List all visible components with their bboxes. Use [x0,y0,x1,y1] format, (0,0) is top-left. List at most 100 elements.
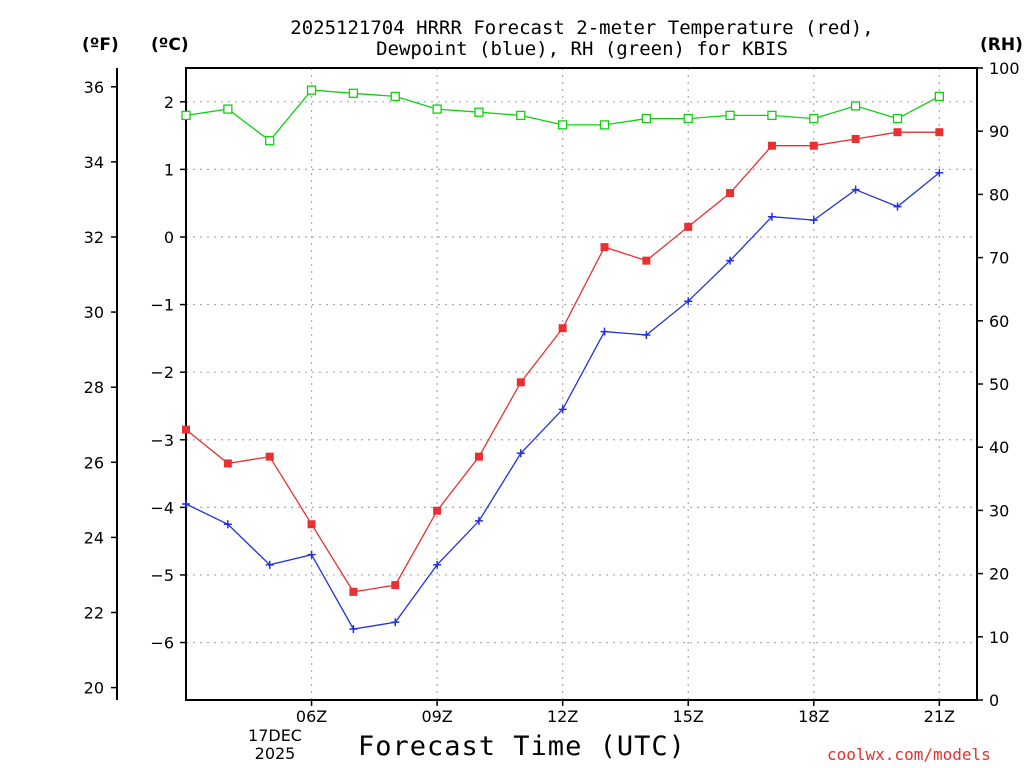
rh-unit-label: (RH) [980,35,1023,55]
fahrenheit-tick-label: 30 [84,303,104,322]
fahrenheit-tick-label: 20 [84,679,104,698]
fahrenheit-tick-label: 28 [84,378,104,397]
temperature-point [767,141,776,150]
rh-tick-label: 70 [989,249,1009,268]
celsius-tick-label: 2 [164,93,174,112]
rh-point [223,104,233,114]
series-layer [181,85,944,634]
dewpoint-point [349,625,358,634]
rh-tick-label: 80 [989,185,1009,204]
rh-tick-label: 20 [989,565,1009,584]
temperature-point [851,134,860,143]
celsius-tick-label: −5 [150,566,174,585]
rh-point [641,113,652,124]
temperature-point [600,243,609,252]
rh-point [181,110,191,121]
rh-tick-label: 10 [989,628,1009,647]
temperature-point [349,587,358,596]
dewpoint-point [767,212,776,221]
rh-point [306,85,317,95]
celsius-tick-label: 1 [164,160,174,179]
temperature-point [223,459,232,468]
rh-tick-label: 30 [989,501,1009,520]
fahrenheit-unit-label: (ºF) [82,35,119,55]
date-year-label: 2025 [254,744,296,763]
x-tick-label: 15Z [673,707,704,726]
fahrenheit-tick-label: 36 [84,78,104,97]
temperature-point [558,324,567,333]
temperature-point [433,506,442,515]
rh-tick-label: 100 [989,59,1020,78]
dewpoint-point [600,327,609,336]
dewpoint-point [684,297,693,306]
dewpoint-point [642,330,651,339]
date-day-label: 17DEC [248,726,302,745]
x-tick-label: 18Z [798,707,829,726]
temperature-point [307,520,316,529]
x-tick-label: 09Z [421,707,452,726]
x-tick-label: 21Z [924,707,955,726]
rh-tick-label: 50 [989,375,1009,394]
rh-point [934,91,944,102]
temperature-point [474,452,483,461]
temperature-point [935,128,944,137]
x-tick-label: 12Z [547,707,578,726]
dewpoint-point [558,405,567,414]
celsius-tick-label: −2 [150,363,174,382]
celsius-tick-label: −3 [150,431,174,450]
rh-point [850,101,861,111]
temperature-point [391,581,400,590]
rh-point [390,91,400,102]
dewpoint-point [851,185,860,194]
rh-point [809,113,819,124]
fahrenheit-tick-label: 26 [84,453,104,472]
rh-point [683,113,693,124]
chart-axes: 363432302826242220210−1−2−3−4−5−61009080… [84,59,1020,726]
temperature-point [684,222,693,231]
rh-tick-label: 0 [989,691,999,710]
dewpoint-line [185,172,940,630]
celsius-tick-label: −6 [150,634,174,653]
temperature-point [516,378,525,387]
rh-tick-label: 90 [989,122,1009,141]
rh-point [725,110,735,121]
rh-point [516,110,526,121]
dewpoint-point [726,256,735,265]
x-tick-label: 06Z [296,707,327,726]
dewpoint-point [893,202,902,211]
rh-tick-label: 60 [989,312,1009,331]
temperature-point [726,189,735,198]
source-credit[interactable]: coolwx.com/models [827,745,991,764]
rh-point [348,88,359,98]
rh-point [767,110,777,121]
dewpoint-point [223,520,232,529]
celsius-unit-label: (ºC) [151,35,189,55]
dewpoint-point [182,499,190,508]
grid-lines [186,68,977,700]
celsius-tick-label: −4 [150,498,174,517]
dewpoint-point [391,618,400,627]
temperature-point [182,425,190,434]
dewpoint-point [474,516,483,525]
rh-point [432,104,442,114]
celsius-tick-label: −1 [150,296,174,315]
rh-point [558,120,568,130]
rh-point [599,120,610,130]
chart-title-line1: 2025121704 HRRR Forecast 2-meter Tempera… [290,17,874,39]
dewpoint-point [935,168,944,177]
rh-point [265,136,275,146]
temperature-point [642,256,651,265]
rh-tick-label: 40 [989,438,1009,457]
fahrenheit-tick-label: 32 [84,228,104,247]
temperature-point [809,141,818,150]
dewpoint-point [307,550,316,559]
fahrenheit-tick-label: 34 [84,153,104,172]
x-axis-title: Forecast Time (UTC) [358,731,686,762]
dewpoint-point [809,216,818,225]
dewpoint-point [265,560,274,569]
temperature-point [265,452,274,461]
plot-frame [185,67,978,701]
dewpoint-point [516,449,525,458]
dewpoint-point [433,560,442,569]
